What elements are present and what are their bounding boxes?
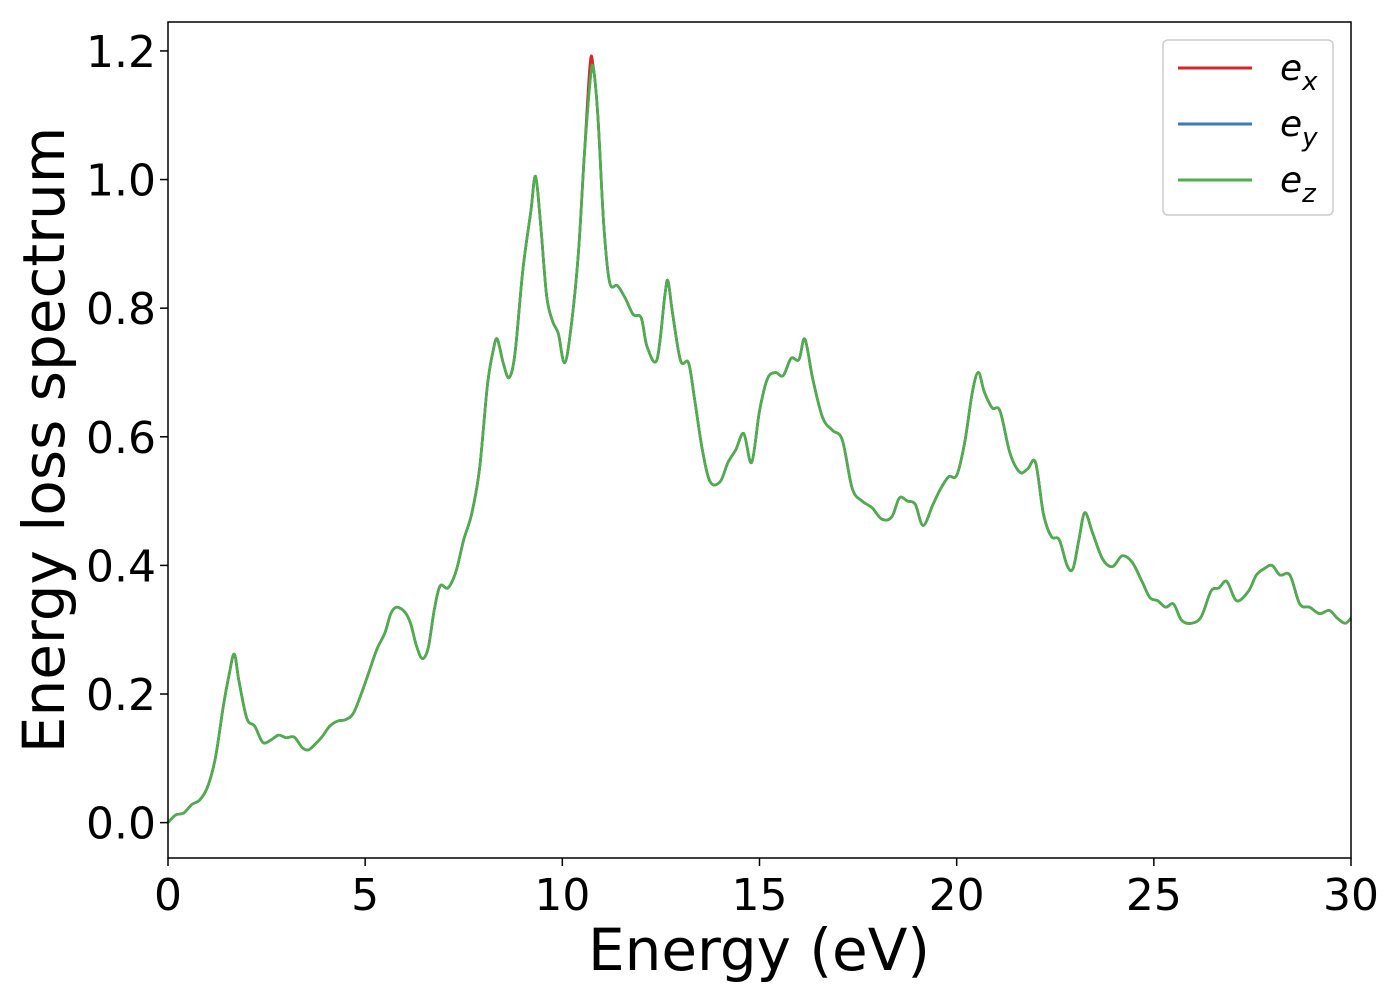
y-axis-ticks: 0.0 0.2 0.4 0.6 0.8 1.0 1.2 — [86, 27, 168, 850]
x-axis-ticks: 0 5 10 15 20 25 30 — [154, 858, 1379, 921]
x-tick-label: 20 — [929, 870, 985, 921]
legend-box — [1162, 39, 1334, 216]
y-tick-label: 0.6 — [86, 413, 156, 464]
series-line-e-z — [167, 63, 1352, 824]
x-tick-label: 15 — [732, 870, 788, 921]
legend-label-e-x: ex — [1280, 48, 1318, 97]
y-tick-label: 1.2 — [86, 27, 156, 78]
x-tick-label: 5 — [351, 870, 379, 921]
y-tick-label: 0.2 — [86, 670, 156, 721]
x-tick-label: 0 — [154, 870, 182, 921]
x-tick-label: 25 — [1126, 870, 1182, 921]
y-tick-label: 0.0 — [86, 799, 156, 850]
legend: ex ey ez — [1162, 39, 1334, 216]
legend-label-e-z: ez — [1280, 160, 1317, 209]
x-axis-label: Energy (eV) — [588, 916, 930, 984]
x-tick-label: 30 — [1323, 870, 1379, 921]
series-layer — [167, 54, 1352, 824]
y-tick-label: 1.0 — [86, 156, 156, 207]
legend-label-e-y: ey — [1280, 104, 1318, 153]
y-axis-label: Energy loss spectrum — [10, 127, 78, 753]
y-tick-label: 0.4 — [86, 541, 156, 592]
x-tick-label: 10 — [534, 870, 590, 921]
y-tick-label: 0.8 — [86, 284, 156, 335]
